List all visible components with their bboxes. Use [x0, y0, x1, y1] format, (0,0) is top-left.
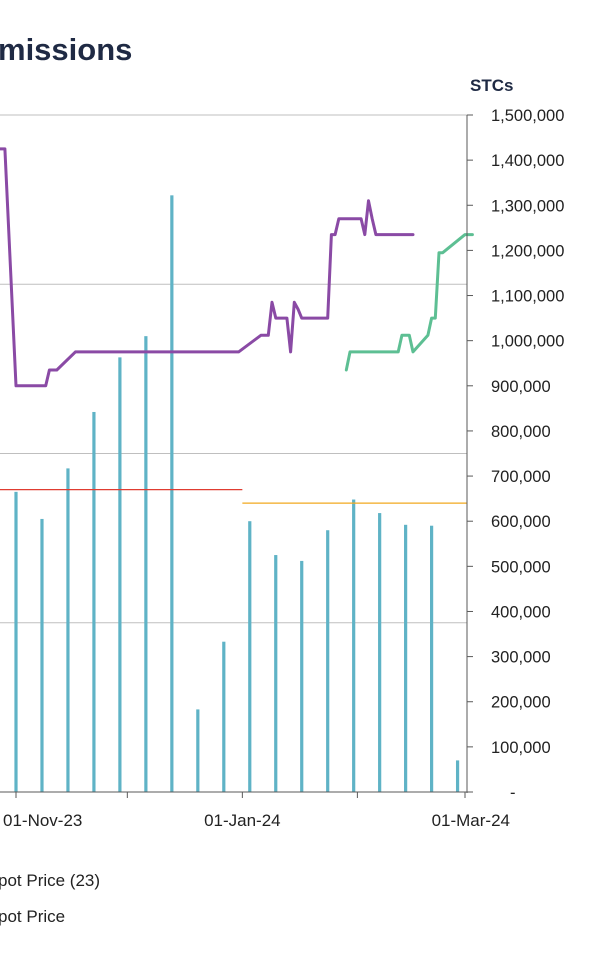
y-tick-label: 1,200,000 [491, 242, 564, 260]
y-axis-unit-label: STCs [470, 76, 513, 95]
legend-entry-2: pot Price [0, 907, 65, 926]
bar-17 [378, 513, 382, 792]
bar-10 [196, 709, 200, 792]
bar-19 [430, 525, 434, 792]
bar-8 [144, 336, 148, 792]
x-tick-label: 01-Jan-24 [204, 811, 281, 830]
reference-lines [0, 488, 467, 504]
bar-3 [14, 491, 18, 792]
y-tick-label: 1,500,000 [491, 107, 564, 125]
x-tick-label: 01-Nov-23 [3, 811, 82, 830]
bar-18 [404, 524, 408, 792]
bar-13 [274, 555, 278, 792]
bar-4 [40, 518, 44, 792]
bar-20 [455, 760, 460, 792]
bar-11 [222, 641, 226, 792]
bar-7 [118, 357, 122, 792]
y-axis: - 100,000 200,000 300,000 400,000 500,000 600,… [466, 107, 564, 802]
y-tick-label: - [510, 784, 516, 802]
x-axis: 01-Nov-23 01-Jan-24 01-Mar-24 [0, 791, 510, 830]
y-tick-label: 100,000 [491, 739, 551, 757]
y-tick-label: 1,100,000 [491, 288, 564, 306]
line-series-1 [0, 147, 415, 388]
x-tick-label: 01-Mar-24 [432, 811, 510, 830]
y-tick-label: 300,000 [491, 649, 551, 667]
y-tick-label: 800,000 [491, 423, 551, 441]
bar-series [14, 195, 460, 792]
y-tick-label: 700,000 [491, 468, 551, 486]
line-series [0, 147, 474, 388]
y-tick-label: 400,000 [491, 603, 551, 621]
y-tick-label: 200,000 [491, 694, 551, 712]
y-tick-label: 1,400,000 [491, 152, 564, 170]
bar-9 [170, 195, 174, 792]
gridlines [0, 114, 467, 624]
y-tick-label: 1,000,000 [491, 333, 564, 351]
y-tick-label: 900,000 [491, 378, 551, 396]
legend-entry-1: pot Price (23) [0, 871, 100, 890]
bar-5 [66, 468, 70, 792]
bar-16 [352, 499, 356, 792]
chart-title: missions [0, 32, 132, 67]
y-tick-label: 1,300,000 [491, 197, 564, 215]
y-tick-label: 500,000 [491, 558, 551, 576]
bar-14 [300, 560, 304, 792]
bar-12 [248, 521, 252, 792]
bar-15 [326, 530, 330, 792]
bar-6 [92, 411, 96, 792]
y-tick-label: 600,000 [491, 513, 551, 531]
line-series-2 [344, 233, 474, 372]
